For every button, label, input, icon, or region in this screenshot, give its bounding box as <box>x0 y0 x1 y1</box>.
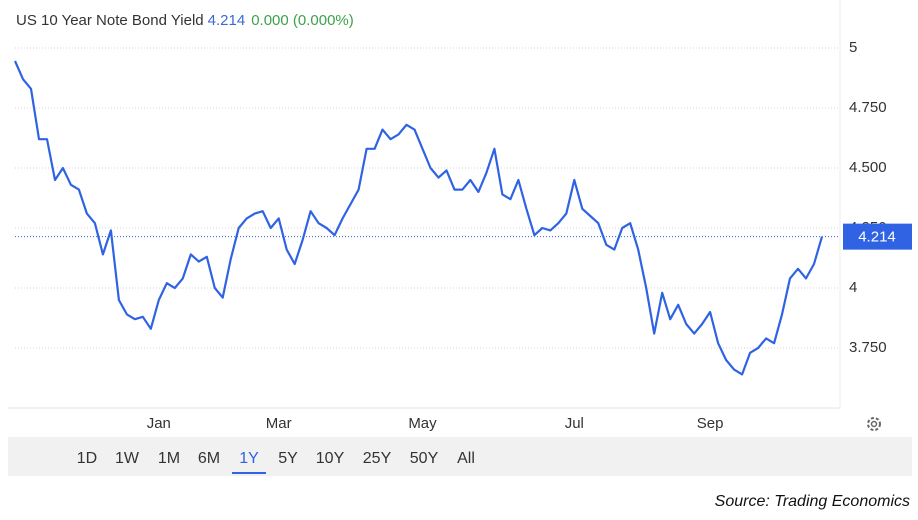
range-button[interactable]: All <box>457 450 475 467</box>
gear-hub <box>870 420 878 428</box>
x-tick-label: Sep <box>697 415 724 432</box>
range-button[interactable]: 6M <box>198 450 220 467</box>
last-value-label: 4.214 <box>858 229 896 246</box>
range-button[interactable]: 5Y <box>278 450 298 467</box>
chart-title: US 10 Year Note Bond Yield <box>16 12 204 29</box>
y-tick-label: 4.500 <box>849 159 887 176</box>
y-tick-label: 4 <box>849 279 857 296</box>
x-tick-label: Jan <box>147 415 171 432</box>
x-tick-label: May <box>408 415 437 432</box>
price-change: 0.000 (0.000%) <box>251 12 354 29</box>
x-tick-label: Jul <box>565 415 584 432</box>
range-button[interactable]: 1Y <box>239 450 259 467</box>
price-line <box>13 60 824 376</box>
header: US 10 Year Note Bond Yield 4.214 0.000 (0.… <box>16 12 354 29</box>
x-tick-label: Mar <box>266 415 292 432</box>
range-buttons: 1D 1W 1M 6M 1Y 5Y 10Y 25Y 50Y All <box>77 450 475 474</box>
last-price: 4.214 <box>208 12 246 29</box>
gear <box>867 417 881 431</box>
range-button[interactable]: 50Y <box>410 450 439 467</box>
range-button[interactable]: 1W <box>115 450 140 467</box>
range-bar <box>8 437 912 476</box>
y-tick-label: 4.750 <box>849 99 887 116</box>
y-tick-label: 3.750 <box>849 339 887 356</box>
range-button[interactable]: 1M <box>158 450 180 467</box>
range-button[interactable]: 25Y <box>363 450 392 467</box>
settings-icon[interactable] <box>867 417 881 431</box>
last-value-tag <box>843 223 912 250</box>
source: Source: Trading Economics <box>715 493 910 510</box>
range-button[interactable]: 1D <box>77 450 97 467</box>
plot: 4.214 <box>13 60 912 376</box>
range-button[interactable]: 10Y <box>316 450 345 467</box>
y-tick-label: 5 <box>849 39 857 56</box>
